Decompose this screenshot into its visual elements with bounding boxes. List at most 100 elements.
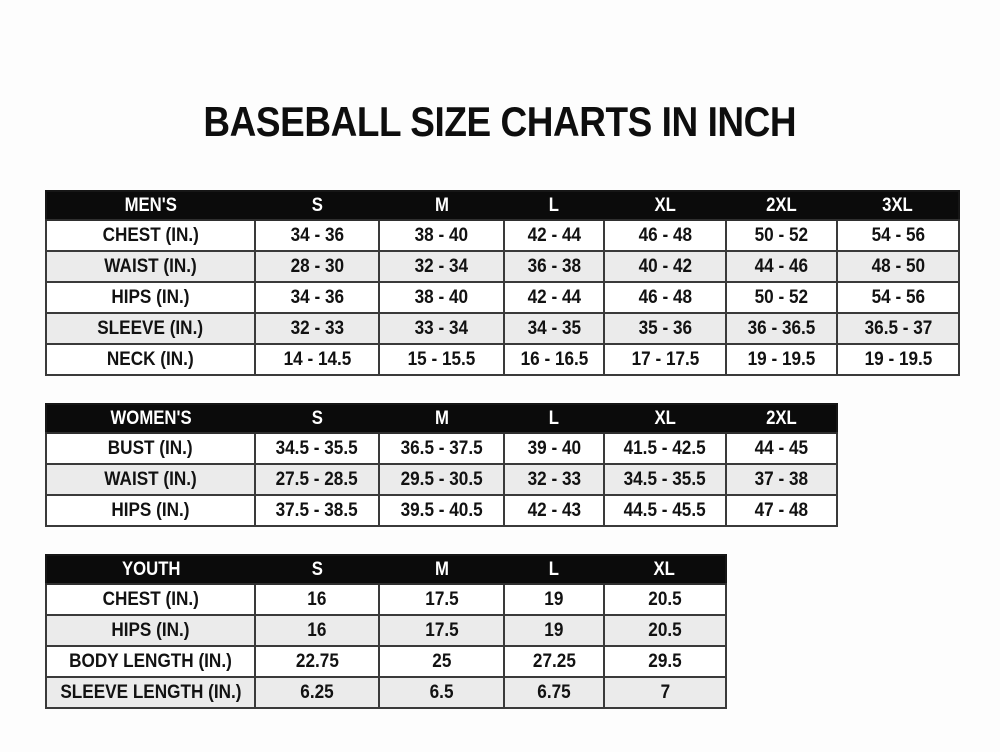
size-value-cell: 19 - 19.5 — [836, 343, 960, 376]
cell-text: 34 - 36 — [290, 224, 344, 246]
mens-table-row: CHEST (IN.) 34 - 36 38 - 40 42 - 44 46 - 48 5… — [45, 219, 960, 252]
size-value-cell: 34 - 35 — [503, 312, 605, 345]
cell-text: 32 - 33 — [290, 317, 344, 339]
size-value-cell: 17.5 — [378, 583, 505, 616]
cell-text: CHEST (IN.) — [102, 588, 199, 610]
cell-text: 25 — [431, 650, 452, 672]
size-value-cell: 48 - 50 — [836, 250, 960, 283]
measurement-label-cell: CHEST (IN.) — [45, 219, 256, 252]
size-value-cell: 20.5 — [603, 583, 727, 616]
size-value-cell: 19 - 19.5 — [725, 343, 838, 376]
cell-text: WAIST (IN.) — [104, 468, 197, 490]
size-value-cell: 54 - 56 — [836, 281, 960, 314]
cell-text: 34 - 36 — [290, 286, 344, 308]
youth-table-row: CHEST (IN.) 16 17.5 19 20.5 — [45, 583, 727, 616]
womens-size-header-cell: XL — [604, 404, 726, 434]
size-value-cell: 36 - 36.5 — [725, 312, 838, 345]
cell-text: 37.5 - 38.5 — [275, 499, 359, 521]
cell-text: 36 - 36.5 — [747, 317, 816, 339]
youth-table-row: SLEEVE LENGTH (IN.) 6.25 6.5 6.75 7 — [45, 676, 727, 709]
womens-size-header-cell: 2XL — [726, 404, 837, 434]
cell-text: 22.75 — [295, 650, 339, 672]
womens-size-header-cell: S — [255, 404, 379, 434]
youth-size-header-cell: S — [255, 555, 379, 585]
youth-table-row: BODY LENGTH (IN.) 22.75 25 27.25 29.5 — [45, 645, 727, 678]
cell-text: 17 - 17.5 — [631, 348, 699, 370]
cell-text: 46 - 48 — [638, 224, 692, 246]
size-value-cell: 46 - 48 — [603, 281, 727, 314]
cell-text: 19 - 19.5 — [864, 348, 932, 370]
size-value-cell: 37.5 - 38.5 — [254, 494, 380, 527]
cell-text: 27.5 - 28.5 — [275, 468, 359, 490]
cell-text: 47 - 48 — [754, 499, 809, 521]
measurement-label-cell: SLEEVE LENGTH (IN.) — [45, 676, 256, 709]
cell-text: M — [434, 558, 449, 580]
cell-text: 48 - 50 — [871, 255, 925, 277]
cell-text: 41.5 - 42.5 — [623, 437, 707, 459]
womens-table-row: BUST (IN.) 34.5 - 35.5 36.5 - 37.5 39 - 40 4… — [45, 432, 838, 465]
cell-text: M — [434, 194, 449, 216]
mens-header-row: MEN'S S M L XL 2XL 3XL — [46, 191, 959, 221]
cell-text: XL — [654, 194, 676, 216]
size-value-cell: 19 — [503, 583, 605, 616]
cell-text: 46 - 48 — [638, 286, 692, 308]
cell-text: 27.25 — [532, 650, 576, 672]
size-value-cell: 6.25 — [254, 676, 380, 709]
mens-table-row: WAIST (IN.) 28 - 30 32 - 34 36 - 38 40 - 42 4… — [45, 250, 960, 283]
cell-text: XL — [653, 558, 676, 580]
womens-size-header-cell: L — [504, 404, 604, 434]
size-value-cell: 44 - 46 — [725, 250, 838, 283]
cell-text: 33 - 34 — [414, 317, 469, 339]
measurement-label-cell: BUST (IN.) — [45, 432, 256, 465]
size-value-cell: 16 - 16.5 — [503, 343, 605, 376]
womens-size-header-cell: M — [379, 404, 504, 434]
cell-text: 44 - 45 — [754, 437, 809, 459]
size-value-cell: 20.5 — [603, 614, 727, 647]
measurement-label-cell: BODY LENGTH (IN.) — [45, 645, 256, 678]
size-value-cell: 22.75 — [254, 645, 380, 678]
size-value-cell: 34.5 - 35.5 — [603, 463, 727, 496]
cell-text: 34 - 35 — [527, 317, 581, 339]
size-value-cell: 32 - 33 — [254, 312, 380, 345]
cell-text: L — [548, 407, 560, 429]
mens-table-title-cell: MEN'S — [46, 191, 255, 221]
cell-text: S — [311, 558, 323, 580]
cell-text: 15 - 15.5 — [407, 348, 476, 370]
size-value-cell: 50 - 52 — [725, 281, 838, 314]
cell-text: 19 — [544, 619, 564, 641]
cell-text: 16 — [307, 588, 327, 610]
size-value-cell: 38 - 40 — [378, 281, 505, 314]
size-value-cell: 47 - 48 — [725, 494, 838, 527]
cell-text: 32 - 33 — [527, 468, 581, 490]
cell-text: L — [548, 194, 560, 216]
cell-text: WAIST (IN.) — [104, 255, 197, 277]
size-value-cell: 32 - 33 — [503, 463, 605, 496]
cell-text: S — [311, 407, 323, 429]
measurement-label-cell: WAIST (IN.) — [45, 250, 256, 283]
cell-text: 6.75 — [537, 681, 571, 703]
cell-text: 28 - 30 — [290, 255, 344, 277]
size-value-cell: 42 - 43 — [503, 494, 605, 527]
cell-text: HIPS (IN.) — [111, 499, 190, 521]
measurement-label-cell: WAIST (IN.) — [45, 463, 256, 496]
cell-text: M — [434, 407, 449, 429]
mens-size-header-cell: 3XL — [837, 191, 959, 221]
cell-text: 36.5 - 37.5 — [400, 437, 483, 459]
womens-table-row: WAIST (IN.) 27.5 - 28.5 29.5 - 30.5 32 - 33… — [45, 463, 838, 496]
cell-text: 40 - 42 — [638, 255, 692, 277]
size-value-cell: 29.5 - 30.5 — [378, 463, 505, 496]
cell-text: S — [311, 194, 323, 216]
cell-text: 16 - 16.5 — [520, 348, 588, 370]
size-value-cell: 36 - 38 — [503, 250, 605, 283]
size-value-cell: 46 - 48 — [603, 219, 727, 252]
cell-text: 16 — [307, 619, 327, 641]
cell-text: 44 - 46 — [754, 255, 809, 277]
womens-header-row: WOMEN'S S M L XL 2XL — [46, 404, 837, 434]
youth-size-header-cell: XL — [604, 555, 726, 585]
cell-text: 19 - 19.5 — [747, 348, 816, 370]
size-value-cell: 27.25 — [503, 645, 605, 678]
cell-text: 42 - 44 — [527, 286, 581, 308]
mens-size-table: MEN'S S M L XL 2XL 3XL CHEST (IN.) 34 - 36 38 - 4… — [45, 190, 960, 376]
cell-text: 32 - 34 — [414, 255, 469, 277]
womens-table-row: HIPS (IN.) 37.5 - 38.5 39.5 - 40.5 42 - 43 4… — [45, 494, 838, 527]
